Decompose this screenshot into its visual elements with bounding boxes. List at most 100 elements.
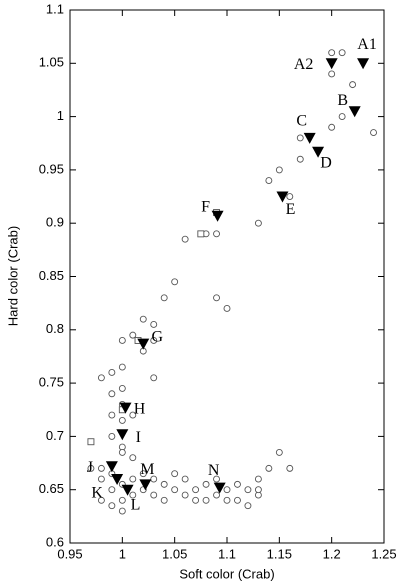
point (296, 155, 304, 163)
point (160, 480, 168, 488)
point-label: H (134, 400, 146, 417)
point (108, 390, 116, 398)
y-tick-label: 0.8 (46, 321, 64, 336)
y-tick-label: 1 (57, 108, 64, 123)
point (192, 496, 200, 504)
point (325, 58, 338, 70)
point (338, 113, 346, 121)
x-tick-label: 1 (119, 546, 126, 561)
point (97, 496, 105, 504)
point (265, 464, 273, 472)
point (244, 486, 252, 494)
point (171, 486, 179, 494)
point (348, 106, 361, 118)
point (328, 49, 336, 57)
point (118, 384, 126, 392)
point (87, 464, 95, 472)
point (129, 475, 137, 483)
point (160, 496, 168, 504)
point (202, 496, 210, 504)
point (108, 411, 116, 419)
point (211, 210, 224, 222)
y-tick-label: 0.95 (39, 161, 64, 176)
point (296, 134, 304, 142)
x-tick-label: 1.15 (267, 546, 292, 561)
point (213, 491, 220, 499)
point (181, 475, 189, 483)
point (118, 363, 126, 371)
point (244, 502, 252, 510)
point (234, 480, 241, 488)
point (105, 461, 118, 473)
point (357, 58, 370, 70)
point (150, 491, 158, 499)
point (223, 305, 231, 312)
point-label: G (151, 328, 163, 345)
point (181, 491, 189, 499)
point (111, 474, 124, 486)
point-label: K (91, 485, 103, 502)
point (223, 496, 231, 504)
point (303, 132, 316, 144)
point (234, 496, 241, 504)
point (275, 166, 283, 174)
x-tick-label: 0.95 (57, 546, 82, 561)
point (213, 482, 226, 494)
point-label: N (208, 462, 220, 479)
plot-frame (69, 9, 385, 544)
point (129, 491, 137, 499)
point (97, 464, 105, 472)
point (118, 448, 126, 456)
point (139, 479, 152, 491)
point (328, 123, 336, 131)
point (108, 486, 116, 494)
point (121, 484, 134, 496)
point (254, 475, 262, 483)
point (181, 235, 189, 243)
x-tick-label: 1.05 (162, 546, 187, 561)
point (213, 230, 220, 238)
point (108, 368, 116, 376)
point (160, 294, 168, 302)
point (118, 416, 126, 424)
x-tick-label: 1.1 (218, 546, 236, 561)
point-label: J (87, 459, 93, 476)
point (129, 331, 137, 339)
point (97, 475, 105, 483)
point-label: A2 (294, 56, 314, 73)
point (223, 486, 231, 494)
y-tick-label: 0.9 (46, 215, 64, 230)
point (118, 507, 126, 515)
point (254, 219, 262, 227)
y-axis-label: Hard color (Crab) (5, 226, 20, 326)
point (328, 70, 336, 78)
point-label: B (337, 92, 348, 109)
x-axis-label: Soft color (Crab) (179, 566, 274, 581)
point (139, 470, 147, 478)
point-label: F (201, 198, 210, 215)
point (119, 402, 132, 414)
point (108, 432, 116, 440)
point (202, 480, 210, 488)
point (338, 49, 346, 57)
point (286, 464, 294, 472)
point (116, 429, 129, 441)
point (171, 470, 179, 478)
point (137, 338, 150, 350)
point (197, 230, 205, 238)
y-tick-label: 1.1 (46, 1, 64, 16)
point (312, 146, 325, 158)
point-label: D (320, 154, 332, 171)
point (129, 411, 137, 419)
point-label: L (131, 496, 141, 513)
point (254, 486, 262, 494)
x-tick-label: 1.25 (371, 546, 396, 561)
point (108, 502, 116, 510)
point (349, 81, 357, 89)
point (129, 454, 137, 462)
y-tick-label: 0.65 (39, 481, 64, 496)
point-label: E (286, 201, 296, 218)
y-tick-label: 0.85 (39, 268, 64, 283)
point (150, 475, 158, 483)
